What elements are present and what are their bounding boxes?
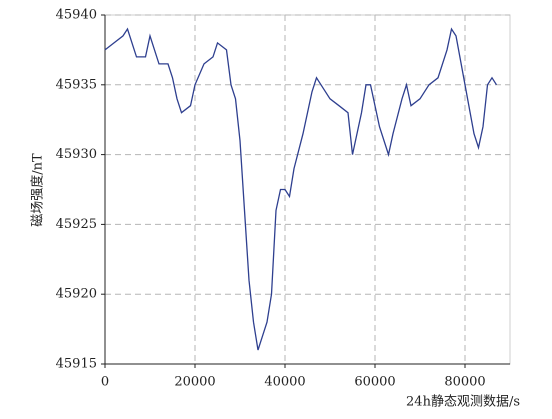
x-tick-label: 0: [101, 375, 109, 390]
x-tick-label: 80000: [444, 375, 485, 390]
y-tick-label: 45940: [56, 8, 97, 23]
y-tick-label: 45915: [56, 357, 97, 372]
x-tick-label: 20000: [174, 375, 215, 390]
data-line: [104, 27, 498, 351]
x-tick-label: 40000: [264, 375, 305, 390]
plot-frame: [104, 14, 511, 365]
y-axis-label: 磁场强度/nT: [30, 153, 46, 227]
x-axis-label: 24h静态观测数据/s: [406, 395, 520, 410]
y-tick-label: 45930: [56, 147, 97, 162]
y-tick-label: 45935: [56, 77, 97, 92]
y-tick-label: 45925: [56, 217, 97, 232]
x-tick-label: 60000: [354, 375, 395, 390]
y-tick-label: 45920: [56, 287, 97, 302]
